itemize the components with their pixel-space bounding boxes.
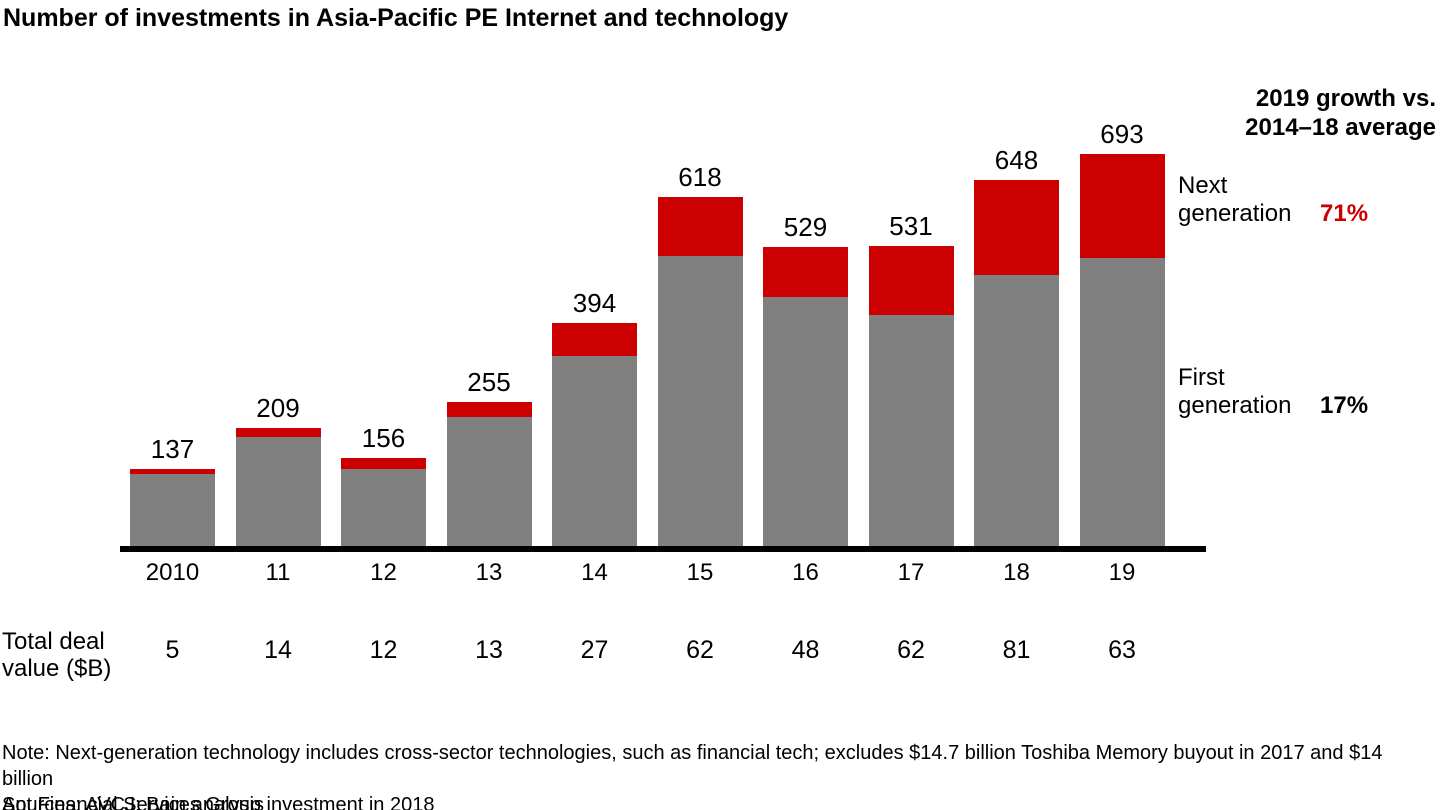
bar-segment-next-generation-14 — [552, 323, 637, 357]
bar-total-label: 394 — [572, 288, 617, 319]
total-deal-value: 14 — [264, 636, 292, 664]
bar-total-label: 648 — [994, 144, 1039, 175]
x-tick-label: 12 — [370, 559, 397, 586]
bar-segment-next-generation-18 — [974, 179, 1059, 275]
x-tick-label: 2010 — [145, 559, 200, 586]
bar-segment-first-generation-17 — [868, 315, 954, 546]
bar-segment-next-generation-19 — [1079, 154, 1165, 259]
x-tick-label: 19 — [1108, 559, 1136, 586]
bar-total-label: 209 — [256, 392, 300, 423]
x-tick-label: 17 — [897, 559, 925, 586]
x-tick-label: 14 — [581, 559, 608, 586]
footnote-line1: Note: Next-generation technology include… — [2, 742, 1383, 790]
total-deal-value: 81 — [1002, 636, 1031, 664]
x-tick-label: 15 — [686, 559, 714, 586]
total-deal-value: 62 — [897, 636, 925, 664]
bar-segment-next-generation-2010 — [130, 468, 215, 475]
bar-segment-first-generation-2010 — [130, 474, 215, 546]
x-tick-label: 11 — [265, 559, 291, 586]
bar-segment-first-generation-18 — [974, 274, 1059, 546]
bar-segment-first-generation-15 — [657, 255, 743, 546]
bar-total-label: 618 — [678, 161, 722, 192]
legend-first-generation: First generation — [1178, 364, 1292, 419]
total-deal-value: 13 — [475, 636, 503, 664]
total-deal-value: 5 — [165, 636, 180, 664]
x-axis-line — [120, 546, 1206, 552]
bar-segment-first-generation-13 — [446, 416, 532, 546]
bar-segment-first-generation-11 — [235, 436, 321, 546]
bar-segment-next-generation-17 — [868, 245, 954, 316]
footnote: Note: Next-generation technology include… — [2, 740, 1439, 810]
bar-total-label: 156 — [361, 422, 406, 453]
total-deal-value: 48 — [791, 636, 820, 664]
total-deal-value: 63 — [1108, 636, 1136, 664]
next-generation-growth-value: 71% — [1320, 200, 1369, 227]
total-deal-value: 12 — [369, 636, 398, 664]
bar-total-label: 693 — [1100, 119, 1144, 150]
bar-segment-first-generation-19 — [1079, 258, 1165, 546]
sources: Sources: AVCJ; Bain analysis — [2, 794, 264, 810]
x-tick-label: 13 — [475, 559, 503, 586]
bar-segment-next-generation-16 — [763, 247, 848, 298]
footnote-line2: Ant Financial Services Group investment … — [2, 794, 435, 810]
x-tick-label: 16 — [792, 559, 819, 586]
bar-segment-next-generation-12 — [341, 457, 426, 469]
total-deal-value-row-label: Total deal value ($B) — [2, 628, 112, 682]
bar-total-label: 529 — [783, 212, 828, 243]
total-deal-value: 62 — [686, 636, 714, 664]
first-generation-growth-value: 17% — [1320, 392, 1369, 419]
chart-title: Number of investments in Asia-Pacific PE… — [3, 4, 789, 32]
bar-total-label: 137 — [150, 433, 195, 464]
bar-segment-next-generation-15 — [657, 196, 743, 256]
bar-segment-first-generation-14 — [552, 356, 637, 546]
legend-next-generation: Next generation — [1178, 172, 1292, 227]
growth-header-line2: 2014–18 average — [1245, 114, 1436, 141]
growth-header-line1: 2019 growth vs. — [1255, 85, 1436, 112]
x-tick-label: 18 — [1003, 559, 1030, 586]
bar-segment-next-generation-13 — [446, 401, 532, 417]
bar-segment-next-generation-11 — [235, 427, 321, 437]
bar-segment-first-generation-12 — [341, 468, 426, 546]
total-deal-value: 27 — [580, 636, 609, 664]
bar-total-label: 531 — [889, 210, 933, 241]
bar-segment-first-generation-16 — [763, 297, 848, 546]
bar-total-label: 255 — [467, 366, 511, 397]
growth-header: 2019 growth vs. 2014–18 average — [1245, 84, 1436, 142]
